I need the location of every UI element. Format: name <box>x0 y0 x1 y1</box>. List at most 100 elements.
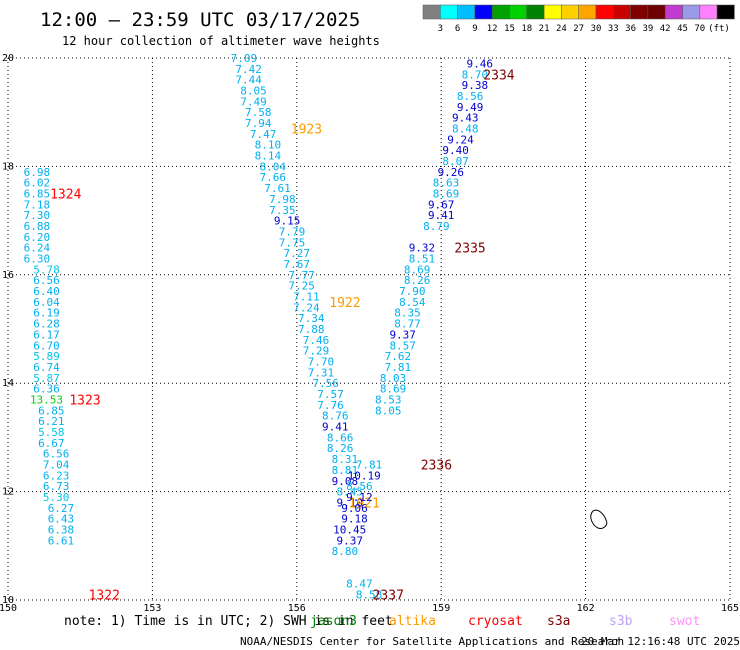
pass-label: 2334 <box>483 68 514 83</box>
swh-value: 7.27 <box>284 247 311 260</box>
swh-value: 8.58 <box>356 589 383 602</box>
swh-value: 13.53 <box>30 393 63 406</box>
swh-value: 5.78 <box>33 263 60 276</box>
swh-value: 9.37 <box>336 534 363 547</box>
pass-label: 1922 <box>329 296 360 311</box>
legend-swatch <box>491 4 510 20</box>
swh-value: 9.43 <box>452 112 479 125</box>
legend-label: 9 <box>472 24 477 34</box>
pass-label: 2335 <box>454 242 485 257</box>
grid-lines <box>7 57 731 601</box>
swh-value: 7.11 <box>293 290 320 303</box>
swh-value: 9.37 <box>389 328 416 341</box>
swh-value: 8.14 <box>255 150 282 163</box>
swh-value: 9.41 <box>428 209 455 222</box>
x-tick-label: 165 <box>721 603 739 614</box>
swh-value: 7.76 <box>317 399 344 412</box>
swh-value: 7.34 <box>298 312 325 325</box>
swh-value: 7.77 <box>288 269 315 282</box>
legend-label: 12 <box>487 24 498 34</box>
swh-value: 6.28 <box>33 318 60 331</box>
page-title: 12:00 – 23:59 UTC 03/17/2025 <box>40 9 360 31</box>
y-tick-label: 10 <box>2 595 14 606</box>
footer-credit: NOAA/NESDIS Center for Satellite Applica… <box>240 635 624 648</box>
legend-label: 45 <box>677 24 688 34</box>
swh-value: 6.20 <box>24 231 51 244</box>
x-tick-label: 150 <box>0 603 17 614</box>
swh-value: 8.69 <box>404 263 431 276</box>
track-2334: 9.468.709.388.569.499.438.489.249.408.07… <box>423 57 515 233</box>
x-tick-label: 162 <box>577 603 595 614</box>
swh-value: 6.85 <box>24 188 51 201</box>
legend-label: 6 <box>455 24 460 34</box>
swh-value: 6.27 <box>48 502 75 515</box>
track-1921: 7.577.768.769.418.668.268.318.819.088.45… <box>317 388 380 511</box>
legend-swatch <box>716 4 735 20</box>
legend-swatch <box>699 4 718 20</box>
track-1923: 7.097.427.448.057.497.587.947.478.108.14… <box>231 52 322 228</box>
swh-value: 6.70 <box>33 339 60 352</box>
x-tick-label: 153 <box>143 603 161 614</box>
swh-value: 6.23 <box>43 469 70 482</box>
swh-value: 8.56 <box>346 480 373 493</box>
track-1322: 5.586.676.567.046.236.735.306.276.436.38… <box>38 426 120 604</box>
swh-value: 10.19 <box>348 469 381 482</box>
swh-value: 7.75 <box>279 236 306 249</box>
legend-swatch <box>613 4 631 20</box>
swh-value: 8.53 <box>375 393 402 406</box>
swh-value: 7.90 <box>399 285 426 298</box>
legend-swatch <box>440 4 458 20</box>
legend-swatch <box>543 4 562 20</box>
legend-label: 3 <box>438 24 443 34</box>
swh-value: 9.46 <box>466 57 493 70</box>
footer-timestamp: 20 Mar 12:16:48 UTC 2025 <box>581 635 740 648</box>
swh-value: 7.98 <box>269 193 296 206</box>
swh-value: 6.40 <box>33 285 60 298</box>
swh-value: 5.58 <box>38 426 65 439</box>
legend-swatch <box>578 4 597 20</box>
swh-value: 6.73 <box>43 480 70 493</box>
swh-value: 9.41 <box>322 421 349 434</box>
legend-swatch <box>509 4 528 20</box>
legend-label: 18 <box>521 24 532 34</box>
legend-swatch <box>647 4 666 20</box>
legend-label: 27 <box>573 24 584 34</box>
swh-value: 6.36 <box>33 383 60 396</box>
swh-value: 7.58 <box>245 106 272 119</box>
swh-value: 9.32 <box>409 242 436 255</box>
pass-label: 1322 <box>89 589 120 604</box>
swh-value: 7.24 <box>293 301 320 314</box>
swh-value: 8.05 <box>240 85 267 98</box>
swh-value: 8.45 <box>336 486 363 499</box>
swh-value: 9.49 <box>457 101 484 114</box>
swh-value: 6.61 <box>48 534 75 547</box>
swh-value: 8.69 <box>433 188 460 201</box>
swh-value: 5.89 <box>33 350 60 363</box>
swh-value: 7.81 <box>356 459 383 472</box>
swh-value: 8.03 <box>380 372 407 385</box>
legend-label: 21 <box>539 24 550 34</box>
swh-value: 8.69 <box>380 383 407 396</box>
swh-value: 8.26 <box>327 442 354 455</box>
swh-value: 6.98 <box>24 166 51 179</box>
swh-value: 9.10 <box>336 496 363 509</box>
swh-value: 7.35 <box>269 204 296 217</box>
swh-value: 8.54 <box>399 296 426 309</box>
legend-swatch <box>664 4 683 20</box>
swh-value: 9.06 <box>341 502 368 515</box>
axis-ticks: 150 153 156 159 162 165 10 12 14 16 18 20 <box>0 53 739 614</box>
swh-value: 6.38 <box>48 524 75 537</box>
swh-value: 8.07 <box>442 155 469 168</box>
pass-label: 2337 <box>373 589 404 604</box>
mission-s3a: s3a <box>547 614 570 629</box>
chart-subtitle: 12 hour collection of altimeter wave hei… <box>62 34 380 48</box>
swh-value: 9.67 <box>428 198 455 211</box>
track-1324: 6.986.026.857.187.306.886.206.246.30 1324 <box>24 166 82 266</box>
x-tick-label: 156 <box>288 603 306 614</box>
swh-value: 7.09 <box>231 52 258 65</box>
swh-value: 8.63 <box>433 177 460 190</box>
swh-value: 7.49 <box>240 95 267 108</box>
pass-label: 2336 <box>421 459 452 474</box>
swh-value: 8.05 <box>375 404 402 417</box>
